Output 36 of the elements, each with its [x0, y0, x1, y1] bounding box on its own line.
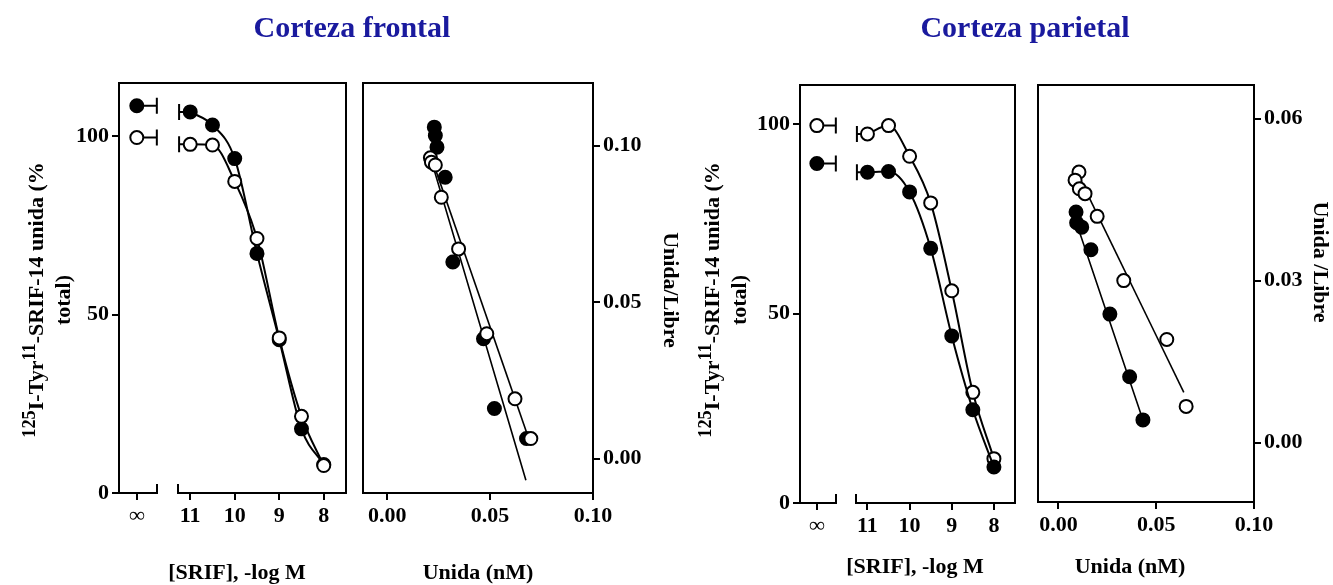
x-tick-label: 0.05: [470, 501, 510, 527]
x-axis-title: [SRIF], -log M: [167, 559, 307, 585]
x-axis-title: Unida (nM): [421, 559, 535, 585]
chart-title: Corteza frontal: [252, 10, 452, 44]
y-tick-label: 100: [76, 122, 109, 148]
y2-tick-label: 0.10: [603, 131, 642, 157]
x-tick-label: 0.00: [1039, 510, 1078, 536]
y2-tick-label: 0.06: [1264, 104, 1303, 130]
x-tick-label: ∞: [809, 511, 826, 537]
y-tick-label: 100: [757, 109, 790, 135]
x-tick-label: 8: [988, 511, 1000, 537]
x-tick-label: 0.00: [367, 501, 407, 527]
chart-title: Corteza parietal: [919, 10, 1131, 44]
y2-tick-label: 0.05: [603, 287, 642, 313]
x-tick-label: 0.10: [1234, 510, 1274, 536]
x-tick-label: 11: [857, 511, 878, 537]
x-tick-label: 8: [318, 501, 330, 527]
y2-tick-label: 0.03: [1264, 266, 1303, 292]
y-tick-label: 50: [768, 299, 790, 325]
y2-tick-label: 0.00: [1264, 428, 1303, 454]
y2-tick-label: 0.00: [603, 444, 642, 470]
x-tick-label: 11: [179, 501, 201, 527]
x-tick-label: 9: [946, 511, 958, 537]
x-tick-label: 9: [273, 501, 285, 527]
y-tick-label: 50: [87, 300, 109, 326]
x-tick-label: 0.10: [573, 501, 613, 527]
y2-axis-title: Unida /Libre: [1308, 201, 1333, 323]
x-tick-label: 10: [223, 501, 246, 527]
x-tick-label: 10: [898, 511, 921, 537]
y2-axis-title: Unida/Libre: [658, 232, 684, 348]
x-tick-label: ∞: [128, 501, 145, 527]
x-axis-title: Unida (nM): [1074, 553, 1186, 578]
x-tick-label: 0.05: [1136, 510, 1176, 536]
y-tick-label: 0: [98, 478, 109, 504]
y-tick-label: 0: [779, 488, 790, 514]
x-axis-title: [SRIF], -log M: [845, 553, 985, 579]
